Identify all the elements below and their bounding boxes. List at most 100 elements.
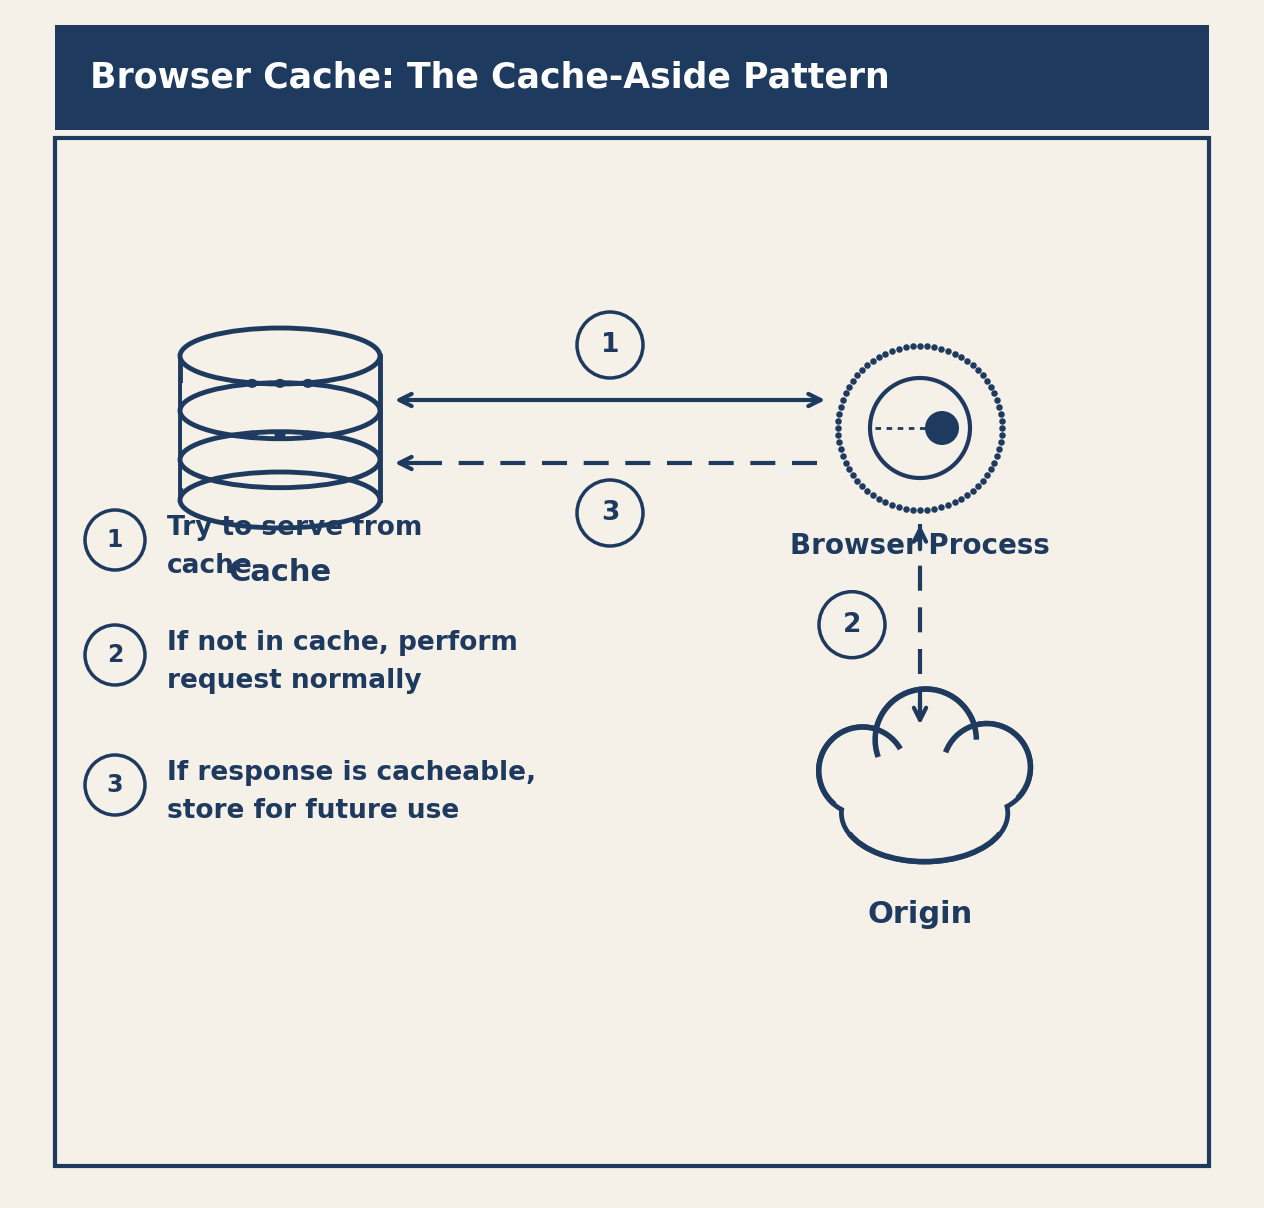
Point	[918, 337, 938, 356]
Point	[957, 352, 977, 371]
Point	[830, 440, 851, 459]
Point	[938, 342, 958, 361]
Point	[830, 397, 851, 417]
Circle shape	[945, 726, 1029, 809]
Point	[987, 447, 1007, 466]
Point	[902, 500, 923, 519]
Point	[987, 390, 1007, 410]
Ellipse shape	[179, 329, 380, 384]
Ellipse shape	[302, 379, 313, 388]
Text: 3: 3	[106, 773, 124, 797]
Point	[985, 453, 1005, 472]
Point	[882, 342, 902, 361]
Bar	[56, 25, 1208, 130]
Point	[902, 337, 923, 356]
Point	[828, 411, 848, 430]
Text: Cache: Cache	[229, 558, 331, 587]
Point	[957, 486, 977, 505]
Ellipse shape	[842, 765, 1007, 861]
Ellipse shape	[179, 472, 380, 528]
Point	[991, 432, 1011, 452]
Text: Browser Process: Browser Process	[790, 532, 1050, 561]
Circle shape	[925, 411, 959, 445]
Point	[896, 499, 916, 518]
Text: 2: 2	[843, 611, 861, 638]
Point	[981, 459, 1001, 478]
Point	[889, 498, 909, 517]
Point	[981, 377, 1001, 396]
Point	[977, 465, 997, 484]
Circle shape	[85, 625, 145, 685]
Point	[882, 495, 902, 515]
Text: 1: 1	[600, 332, 619, 358]
Point	[963, 355, 983, 374]
Point	[889, 339, 909, 359]
Point	[963, 481, 983, 500]
Point	[857, 355, 877, 374]
Text: Try to serve from: Try to serve from	[167, 515, 422, 541]
Bar	[182, 431, 378, 488]
Text: If not in cache, perform: If not in cache, perform	[167, 631, 518, 656]
Circle shape	[576, 480, 643, 546]
Text: Origin: Origin	[867, 900, 972, 929]
Circle shape	[875, 689, 976, 790]
Point	[951, 348, 971, 367]
Point	[875, 344, 895, 364]
Point	[852, 360, 872, 379]
Point	[973, 471, 994, 490]
Circle shape	[820, 730, 904, 813]
Point	[951, 489, 971, 509]
Ellipse shape	[274, 431, 286, 440]
Point	[924, 337, 944, 356]
Text: 3: 3	[600, 500, 619, 525]
Ellipse shape	[246, 379, 258, 388]
Point	[847, 471, 867, 490]
Point	[918, 500, 938, 519]
Text: If response is cacheable,: If response is cacheable,	[167, 760, 536, 786]
Circle shape	[943, 724, 1030, 811]
Point	[910, 336, 930, 355]
Point	[896, 337, 916, 356]
Circle shape	[85, 755, 145, 815]
Point	[932, 339, 952, 359]
Point	[973, 366, 994, 385]
Circle shape	[877, 691, 975, 789]
Point	[985, 384, 1005, 403]
Point	[990, 440, 1010, 459]
Circle shape	[576, 312, 643, 378]
Point	[839, 377, 860, 396]
Point	[852, 476, 872, 495]
Circle shape	[819, 592, 885, 657]
Point	[829, 405, 849, 424]
Point	[991, 411, 1011, 430]
Point	[868, 348, 889, 367]
Text: 2: 2	[107, 643, 123, 667]
Point	[857, 481, 877, 500]
Bar	[179, 356, 380, 500]
Point	[829, 432, 849, 452]
Point	[977, 371, 997, 390]
Point	[836, 384, 856, 403]
Point	[924, 499, 944, 518]
Point	[836, 453, 856, 472]
Point	[991, 405, 1011, 424]
Circle shape	[85, 510, 145, 570]
Circle shape	[870, 378, 969, 478]
Ellipse shape	[246, 431, 258, 440]
Point	[843, 465, 863, 484]
Point	[992, 418, 1012, 437]
Circle shape	[819, 727, 906, 814]
Point	[863, 352, 884, 371]
Point	[932, 498, 952, 517]
Point	[828, 425, 848, 445]
Text: Browser Cache: The Cache-Aside Pattern: Browser Cache: The Cache-Aside Pattern	[90, 60, 890, 94]
Point	[833, 447, 853, 466]
Point	[944, 344, 964, 364]
Text: request normally: request normally	[167, 668, 422, 695]
Point	[944, 493, 964, 512]
Bar	[56, 138, 1208, 1166]
Point	[991, 425, 1011, 445]
Bar	[182, 383, 378, 439]
Point	[938, 495, 958, 515]
Point	[828, 418, 848, 437]
